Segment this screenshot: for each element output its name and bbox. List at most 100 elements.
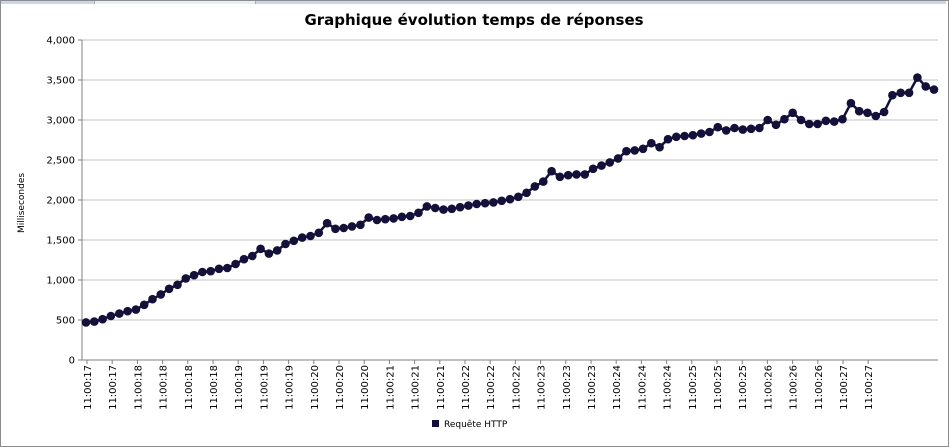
x-tick-label: 11:00:27 bbox=[864, 365, 875, 410]
data-point bbox=[256, 244, 265, 254]
data-point bbox=[514, 192, 523, 202]
data-point bbox=[381, 214, 390, 224]
series-requete-http bbox=[81, 73, 939, 327]
data-point bbox=[588, 164, 598, 174]
data-point bbox=[771, 120, 781, 130]
data-point bbox=[389, 214, 398, 223]
x-tick-label: 11:00:24 bbox=[663, 365, 674, 410]
data-point bbox=[796, 115, 806, 125]
data-point bbox=[397, 212, 407, 222]
data-point bbox=[322, 218, 332, 228]
chart-title: Graphique évolution temps de réponses bbox=[304, 11, 643, 29]
window-tab[interactable] bbox=[94, 1, 256, 4]
data-point bbox=[505, 194, 515, 204]
data-point bbox=[547, 166, 556, 176]
y-tick-label: 1,500 bbox=[46, 236, 75, 247]
data-point bbox=[863, 108, 872, 118]
data-point bbox=[655, 142, 664, 152]
data-point bbox=[821, 116, 831, 126]
data-point bbox=[497, 196, 507, 206]
data-point bbox=[148, 294, 157, 304]
data-point bbox=[738, 125, 748, 134]
x-tick-label: 11:00:19 bbox=[259, 365, 270, 410]
x-tick-label: 11:00:25 bbox=[713, 365, 724, 410]
data-point bbox=[447, 204, 457, 214]
axes bbox=[78, 39, 938, 364]
data-point bbox=[90, 317, 99, 326]
y-tick-label: 4,000 bbox=[46, 36, 75, 47]
data-point bbox=[672, 132, 681, 142]
data-point bbox=[281, 239, 290, 249]
data-point bbox=[472, 199, 482, 209]
data-point bbox=[430, 203, 440, 213]
x-tick-label: 11:00:20 bbox=[310, 365, 321, 410]
x-tick-label: 11:00:22 bbox=[486, 365, 497, 410]
y-tick-label: 0 bbox=[69, 356, 75, 367]
data-point bbox=[106, 311, 116, 321]
data-point bbox=[455, 202, 465, 212]
x-tick-labels: 11:00:17 11:00:17 11:00:18 11:00:18 11:00:18… bbox=[83, 365, 875, 410]
data-point bbox=[630, 146, 639, 155]
data-point bbox=[206, 266, 215, 276]
x-tick-label: 11:00:18 bbox=[159, 365, 170, 410]
data-point bbox=[913, 73, 922, 82]
x-tick-label: 11:00:21 bbox=[411, 365, 422, 410]
data-point bbox=[888, 90, 897, 100]
legend-label: Requête HTTP bbox=[444, 419, 508, 430]
data-point bbox=[605, 158, 615, 167]
data-point bbox=[164, 284, 174, 294]
data-point bbox=[563, 170, 573, 180]
data-point bbox=[647, 138, 656, 148]
x-tick-label: 11:00:23 bbox=[587, 365, 598, 410]
data-point bbox=[530, 182, 540, 191]
data-point bbox=[838, 114, 847, 124]
data-point bbox=[805, 119, 814, 129]
x-tick-label: 11:00:17 bbox=[108, 365, 119, 410]
data-point bbox=[572, 170, 581, 179]
data-point bbox=[780, 114, 789, 124]
x-tick-label: 11:00:23 bbox=[537, 365, 548, 410]
data-point bbox=[289, 236, 299, 246]
data-point bbox=[414, 208, 423, 218]
data-point bbox=[123, 306, 132, 316]
data-point bbox=[81, 318, 91, 327]
data-point bbox=[921, 82, 930, 91]
data-point bbox=[272, 246, 282, 255]
data-point bbox=[214, 264, 224, 274]
data-point bbox=[846, 98, 856, 108]
data-point bbox=[297, 233, 307, 242]
x-tick-label: 11:00:26 bbox=[814, 365, 825, 410]
data-point bbox=[721, 126, 731, 135]
x-tick-label: 11:00:25 bbox=[738, 365, 749, 410]
data-point bbox=[173, 280, 182, 290]
x-tick-label: 11:00:26 bbox=[789, 365, 800, 410]
data-point bbox=[264, 249, 274, 258]
data-point bbox=[489, 198, 498, 207]
data-point bbox=[788, 108, 797, 118]
data-point bbox=[339, 223, 349, 233]
data-point bbox=[156, 290, 166, 299]
data-point bbox=[439, 205, 448, 214]
x-tick-label: 11:00:22 bbox=[461, 365, 472, 410]
data-point bbox=[480, 198, 490, 208]
data-point bbox=[597, 161, 606, 170]
x-tick-label: 11:00:18 bbox=[133, 365, 144, 410]
data-point bbox=[613, 154, 623, 163]
data-point bbox=[904, 88, 914, 98]
data-point bbox=[755, 123, 764, 133]
data-point bbox=[763, 115, 772, 125]
x-tick-label: 11:00:19 bbox=[234, 365, 245, 410]
x-tick-label: 11:00:21 bbox=[385, 365, 396, 410]
data-point bbox=[464, 201, 473, 210]
data-point bbox=[854, 106, 864, 116]
data-point bbox=[522, 188, 531, 198]
data-point bbox=[115, 309, 124, 318]
x-tick-label: 11:00:20 bbox=[335, 365, 346, 410]
data-point bbox=[663, 134, 673, 144]
data-point bbox=[189, 270, 199, 280]
y-tick-label: 1,000 bbox=[46, 276, 75, 287]
data-point bbox=[347, 222, 357, 231]
data-point bbox=[929, 85, 939, 94]
data-point bbox=[730, 123, 739, 133]
